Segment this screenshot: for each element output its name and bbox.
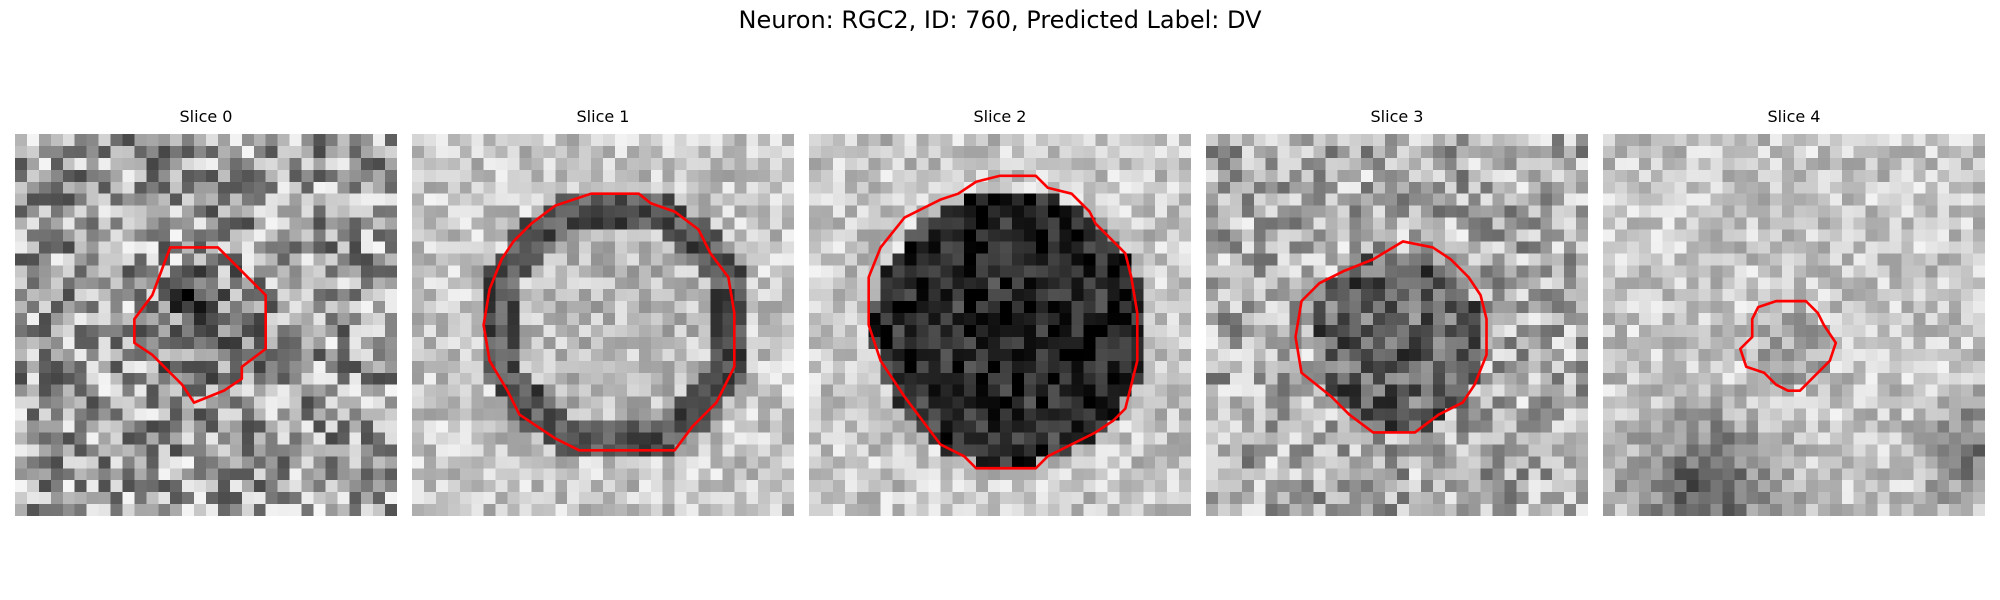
pixel-grid-4 xyxy=(1603,134,1985,516)
pixel-grid-2 xyxy=(809,134,1191,516)
contour-4 xyxy=(1738,299,1838,392)
contour-1 xyxy=(482,192,736,452)
figure-title: Neuron: RGC2, ID: 760, Predicted Label: … xyxy=(738,6,1262,34)
slice-image-1 xyxy=(412,134,794,516)
slice-panel-4: Slice 4 xyxy=(1603,106,1985,516)
slice-panel-3: Slice 3 xyxy=(1206,106,1588,516)
contour-3 xyxy=(1294,240,1488,434)
panel-title-4: Slice 4 xyxy=(1767,107,1821,126)
pixel-grid-3 xyxy=(1206,134,1588,516)
pixel-grid-0 xyxy=(15,134,397,516)
panel-title-1: Slice 1 xyxy=(576,107,630,126)
slice-image-2 xyxy=(809,134,1191,516)
pixel-grid-1 xyxy=(412,134,794,516)
panel-title-3: Slice 3 xyxy=(1370,107,1424,126)
panel-title-2: Slice 2 xyxy=(973,107,1027,126)
slice-panel-2: Slice 2 xyxy=(809,106,1191,516)
slice-image-0 xyxy=(15,134,397,516)
slice-panel-1: Slice 1 xyxy=(412,106,794,516)
slice-image-4 xyxy=(1603,134,1985,516)
panel-title-0: Slice 0 xyxy=(179,107,233,126)
slice-image-3 xyxy=(1206,134,1588,516)
contour-0 xyxy=(133,246,268,404)
slice-panel-0: Slice 0 xyxy=(15,106,397,516)
contour-2 xyxy=(867,174,1139,470)
